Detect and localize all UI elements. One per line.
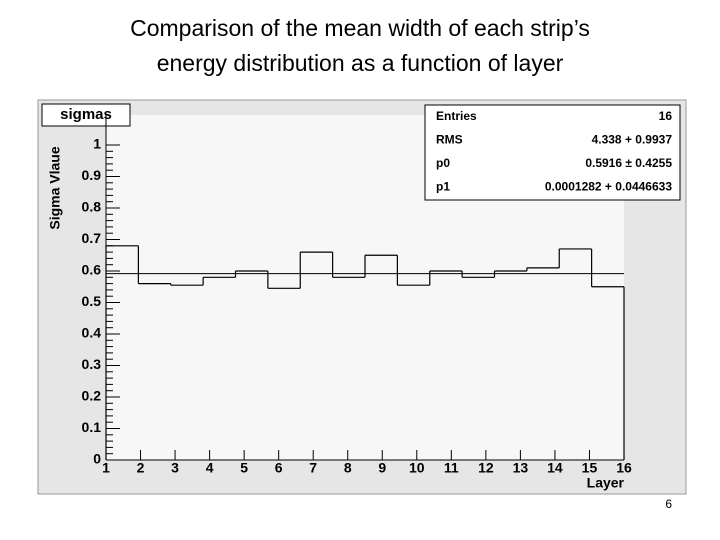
x-tick-label: 16 bbox=[616, 460, 632, 476]
y-tick-label: 0.5 bbox=[82, 293, 102, 309]
x-tick-label: 8 bbox=[344, 460, 352, 476]
legend-label: sigmas bbox=[60, 106, 112, 123]
x-tick-label: 11 bbox=[444, 460, 459, 476]
x-tick-label: 6 bbox=[275, 460, 283, 476]
y-tick-label: 0.3 bbox=[82, 356, 102, 372]
x-axis-title: Layer bbox=[587, 475, 625, 491]
stats-label: p0 bbox=[436, 156, 450, 170]
legend-box bbox=[41, 103, 131, 127]
x-tick-label: 5 bbox=[240, 460, 248, 476]
y-tick-label: 1 bbox=[93, 136, 101, 152]
y-tick-label: 0.9 bbox=[82, 167, 102, 183]
y-tick-label: 0 bbox=[93, 451, 101, 467]
stats-value: 16 bbox=[659, 109, 673, 123]
y-tick-label: 0.2 bbox=[82, 388, 102, 404]
y-tick-label: 0.6 bbox=[82, 262, 102, 278]
x-tick-label: 2 bbox=[137, 460, 145, 476]
subtitle: energy distribution as a function of lay… bbox=[157, 50, 564, 76]
y-tick-label: 0.8 bbox=[82, 199, 102, 215]
x-tick-label: 7 bbox=[309, 460, 317, 476]
stats-box bbox=[424, 104, 681, 201]
stats-value: 0.0001282 + 0.0446633 bbox=[545, 180, 672, 194]
x-tick-label: 12 bbox=[478, 460, 494, 476]
title: Comparison of the mean width of each str… bbox=[130, 15, 590, 41]
stats-label: p1 bbox=[436, 180, 450, 194]
x-tick-label: 15 bbox=[582, 460, 598, 476]
stats-value: 0.5916 ± 0.4255 bbox=[585, 156, 672, 170]
x-tick-label: 10 bbox=[409, 460, 425, 476]
x-tick-label: 3 bbox=[171, 460, 179, 476]
y-axis-title: Sigma Vlaue bbox=[47, 146, 63, 229]
stats-label: Entries bbox=[436, 109, 477, 123]
y-tick-label: 0.4 bbox=[82, 325, 102, 341]
page-number: 6 bbox=[665, 497, 672, 511]
x-tick-label: 4 bbox=[206, 460, 214, 476]
y-tick-label: 0.1 bbox=[82, 419, 102, 435]
x-tick-label: 13 bbox=[513, 460, 529, 476]
stats-label: RMS bbox=[436, 133, 463, 147]
y-tick-label: 0.7 bbox=[82, 230, 102, 246]
stats-value: 4.338 + 0.9937 bbox=[592, 133, 673, 147]
x-tick-label: 14 bbox=[547, 460, 563, 476]
x-tick-label: 9 bbox=[378, 460, 386, 476]
x-tick-label: 1 bbox=[102, 460, 110, 476]
